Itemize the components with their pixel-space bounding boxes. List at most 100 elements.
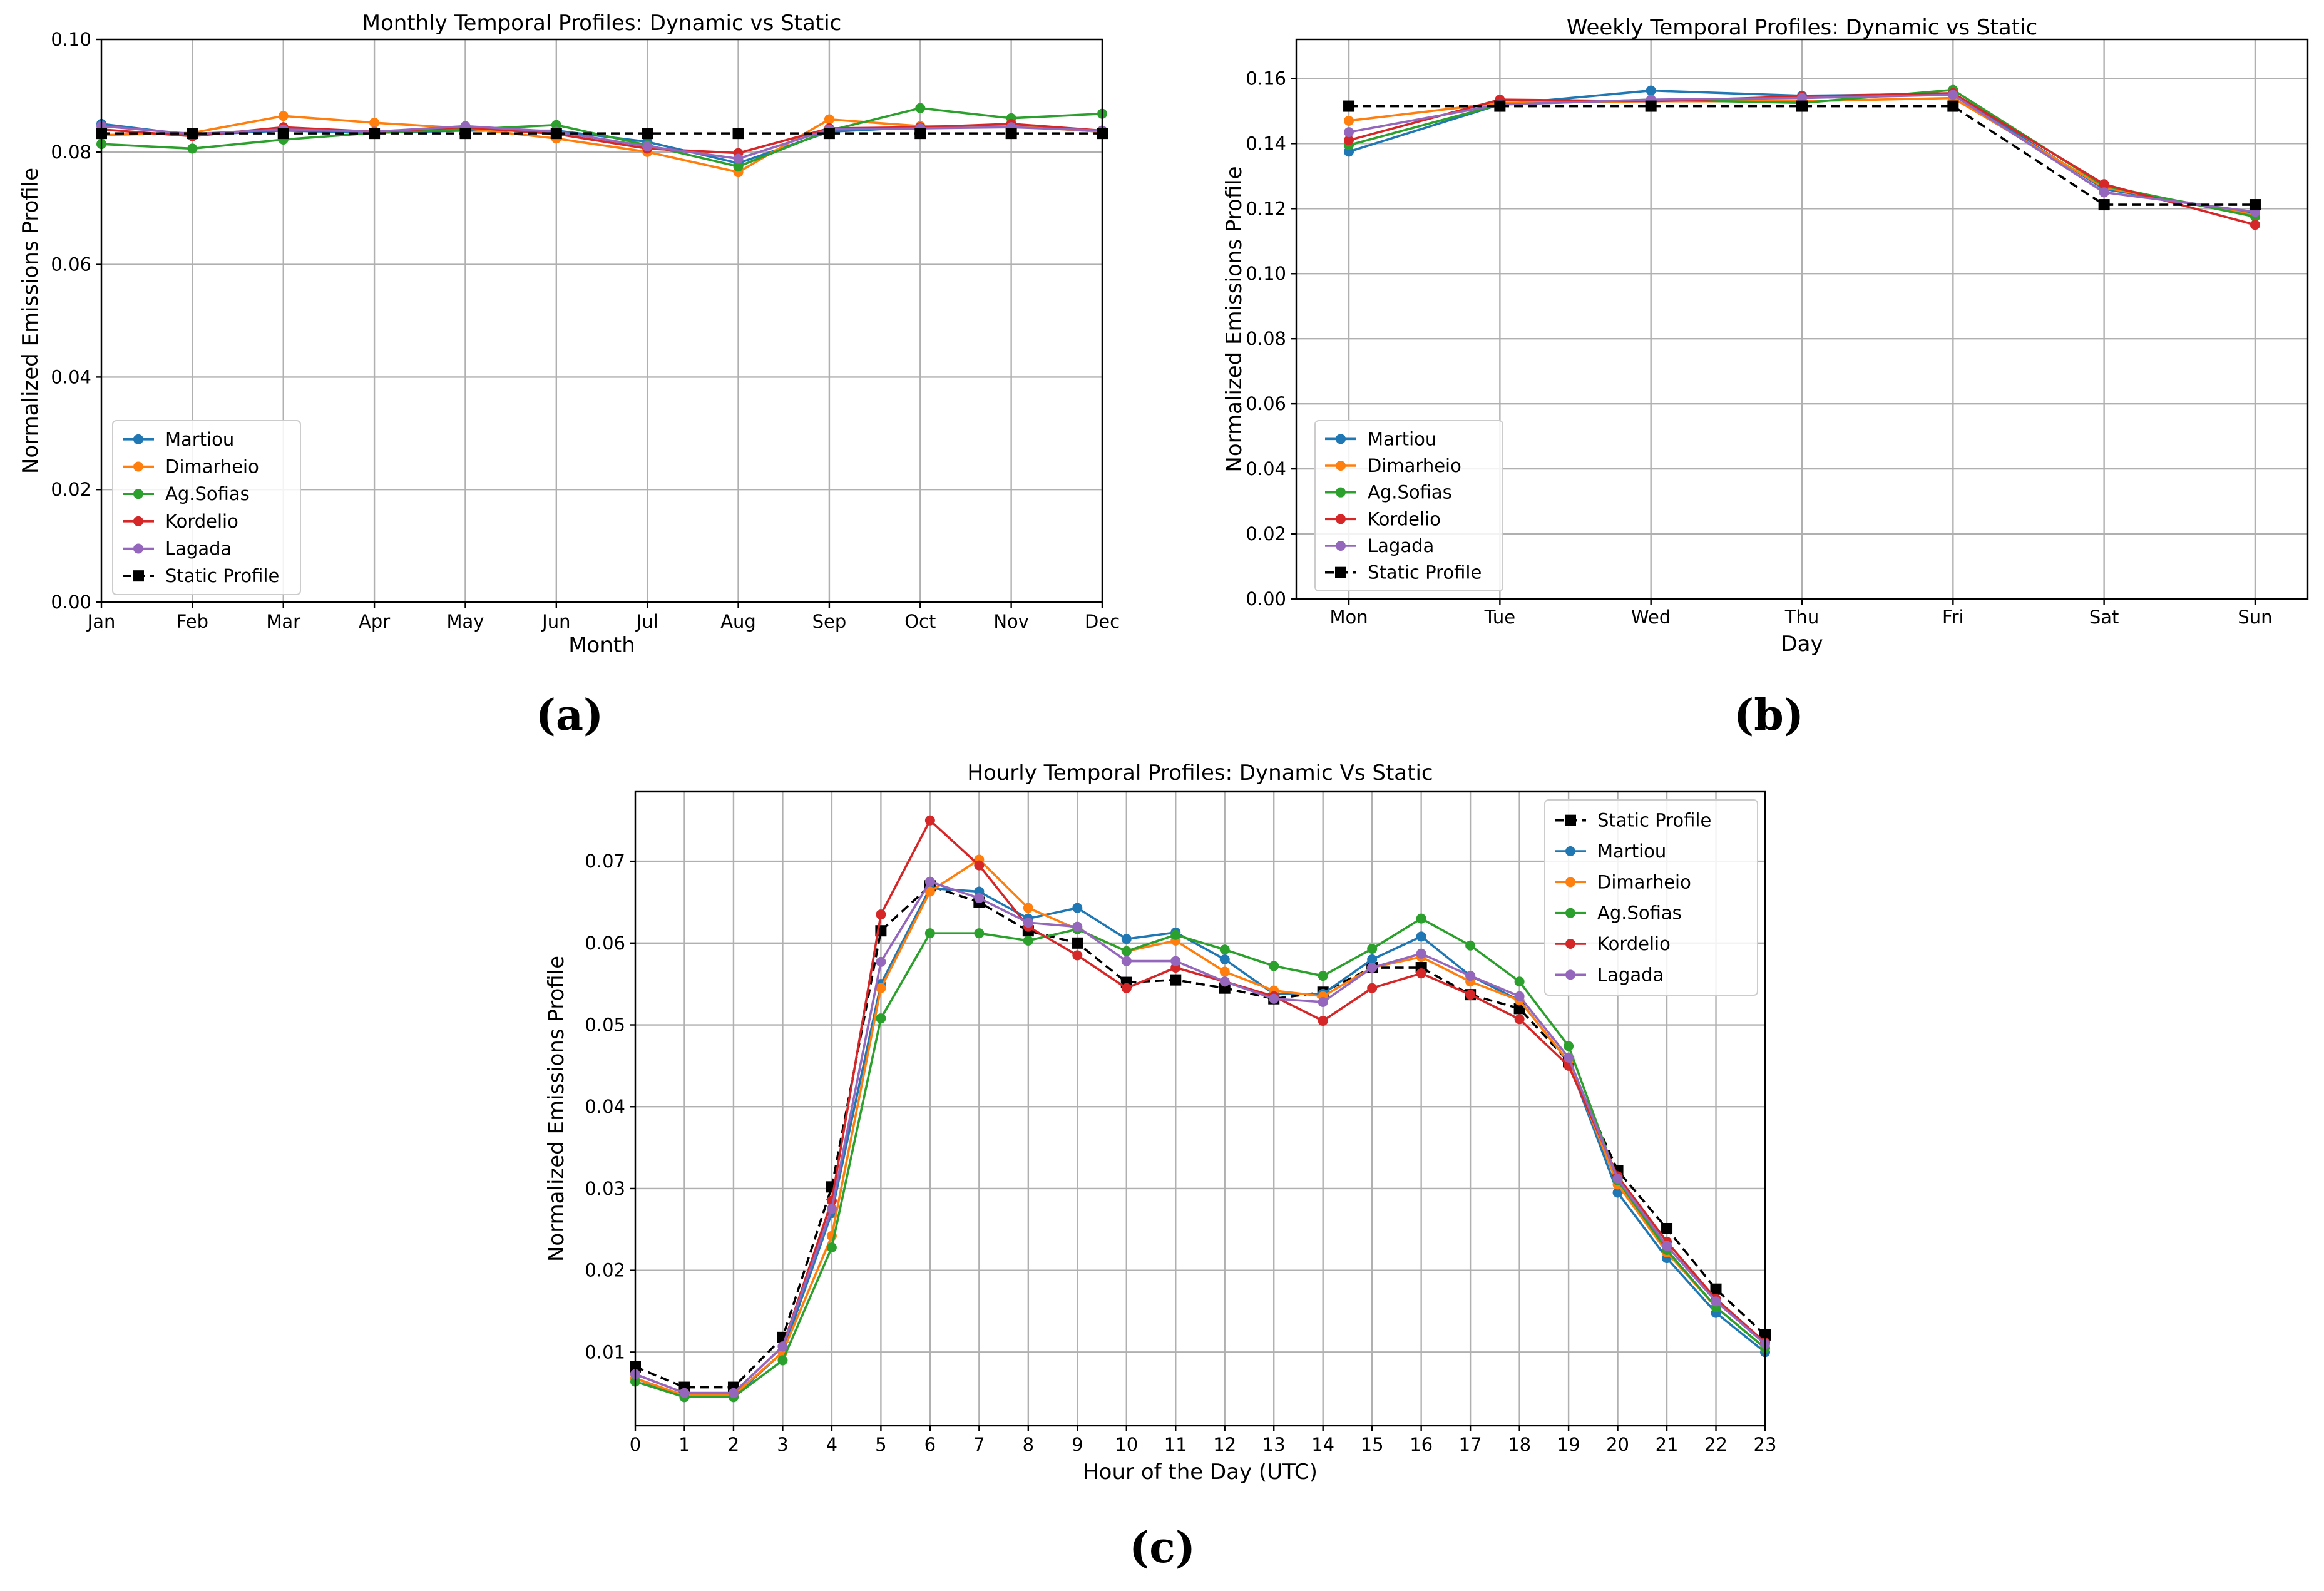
- data-point: [974, 928, 985, 939]
- data-point: [1269, 961, 1279, 971]
- data-point: [278, 111, 289, 121]
- x-tick-label: 8: [1023, 1434, 1034, 1455]
- y-tick-label: 0.10: [51, 29, 91, 50]
- x-tick-label: Jan: [86, 611, 116, 632]
- data-point: [1947, 100, 1959, 112]
- data-point: [1367, 963, 1378, 973]
- data-point: [1023, 903, 1033, 913]
- legend-label: Static Profile: [165, 565, 279, 586]
- y-tick-label: 0.06: [51, 254, 91, 275]
- data-point: [1343, 100, 1355, 112]
- x-tick-label: 5: [875, 1434, 886, 1455]
- x-tick-label: 18: [1508, 1434, 1531, 1455]
- series-line-ag-sofias: [635, 917, 1766, 1399]
- data-point: [642, 128, 653, 140]
- series-line-kordelio: [635, 818, 1766, 1394]
- x-tick-label: 20: [1606, 1434, 1629, 1455]
- y-tick-label: 0.16: [1246, 68, 1286, 89]
- x-tick-label: Nov: [993, 611, 1029, 632]
- data-point: [1513, 1003, 1525, 1015]
- legend-marker: [133, 516, 143, 526]
- data-point: [369, 128, 381, 140]
- legend-marker: [1565, 846, 1575, 856]
- x-tick-label: 15: [1361, 1434, 1384, 1455]
- y-tick-label: 0.05: [585, 1015, 625, 1036]
- x-tick-label: Thu: [1784, 606, 1819, 628]
- legend-label: Kordelio: [1368, 508, 1441, 529]
- data-point: [1514, 976, 1525, 987]
- data-point: [1564, 1041, 1574, 1051]
- y-tick-label: 0.04: [585, 1096, 625, 1117]
- y-axis-label: Normalized Emissions Profile: [18, 168, 43, 474]
- series-line-dimarheio: [101, 115, 1103, 174]
- data-point: [1318, 971, 1328, 981]
- legend-marker: [1565, 939, 1575, 949]
- x-tick-label: 9: [1072, 1434, 1083, 1455]
- x-tick-label: 10: [1115, 1434, 1138, 1455]
- y-tick-label: 0.00: [51, 591, 91, 613]
- data-point: [459, 128, 471, 140]
- x-tick-label: Wed: [1631, 606, 1671, 628]
- data-point: [642, 141, 653, 151]
- x-tick-label: 14: [1311, 1434, 1334, 1455]
- series-line-ag-sofias: [101, 106, 1103, 168]
- legend-label: Dimarheio: [1368, 455, 1461, 476]
- data-point: [1121, 956, 1132, 966]
- chart-title: Weekly Temporal Profiles: Dynamic vs Sta…: [1567, 15, 2037, 40]
- x-tick-label: 4: [826, 1434, 837, 1455]
- x-tick-label: May: [446, 611, 484, 632]
- data-point: [1612, 1174, 1623, 1184]
- x-tick-label: Mar: [266, 611, 300, 632]
- x-tick-label: Sat: [2089, 606, 2119, 628]
- x-tick-label: 0: [630, 1434, 641, 1455]
- data-point: [1344, 127, 1354, 138]
- series-line-kordelio: [101, 123, 1103, 155]
- x-tick-label: 23: [1754, 1434, 1777, 1455]
- data-point: [1121, 934, 1132, 944]
- y-tick-label: 0.00: [1246, 588, 1286, 610]
- data-point: [1318, 996, 1328, 1007]
- data-point: [2098, 199, 2110, 211]
- data-point: [1465, 940, 1476, 951]
- legend-marker: [133, 461, 143, 472]
- legend-label: Lagada: [1368, 535, 1434, 556]
- x-tick-label: Tue: [1484, 606, 1516, 628]
- panel-label: (b): [1734, 690, 1804, 740]
- data-point: [1796, 100, 1808, 112]
- data-point: [826, 1242, 837, 1253]
- data-point: [1170, 956, 1181, 966]
- data-point: [924, 876, 935, 887]
- y-axis-label: Normalized Emissions Profile: [544, 956, 569, 1262]
- data-point: [2099, 187, 2109, 198]
- x-tick-label: 13: [1262, 1434, 1286, 1455]
- legend-label: Static Profile: [1368, 562, 1482, 583]
- x-tick-label: 12: [1213, 1434, 1236, 1455]
- data-point: [1170, 929, 1181, 940]
- data-point: [1416, 913, 1426, 924]
- data-point: [733, 161, 744, 172]
- data-point: [1465, 971, 1476, 981]
- data-point: [1072, 937, 1083, 949]
- x-axis-label: Day: [1781, 632, 1823, 657]
- y-tick-label: 0.07: [585, 851, 625, 872]
- data-point: [1367, 943, 1378, 954]
- y-tick-label: 0.02: [51, 479, 91, 500]
- data-point: [1318, 1015, 1328, 1026]
- legend-marker: [1565, 877, 1575, 888]
- x-tick-label: Dec: [1085, 611, 1120, 632]
- chart-3: 0 1 2 3 4 5 6 7 8 9 10 11 12 13 14 15 16 17 18 19 20 21 22 230.…: [544, 760, 1776, 1573]
- data-point: [1514, 991, 1525, 1001]
- panel-label: (a): [536, 690, 603, 740]
- data-point: [824, 114, 834, 125]
- data-point: [777, 1341, 788, 1352]
- y-tick-label: 0.10: [1246, 263, 1286, 284]
- data-point: [1219, 976, 1230, 987]
- data-point: [550, 128, 562, 140]
- legend-marker: [1336, 434, 1346, 444]
- legend: Martiou Dimarheio Ag.Sofias Kordelio Lagada S…: [112, 420, 301, 595]
- data-point: [1269, 993, 1279, 1004]
- legend-label: Lagada: [165, 538, 232, 560]
- data-point: [1023, 935, 1033, 946]
- plot-frame: [634, 790, 1766, 1427]
